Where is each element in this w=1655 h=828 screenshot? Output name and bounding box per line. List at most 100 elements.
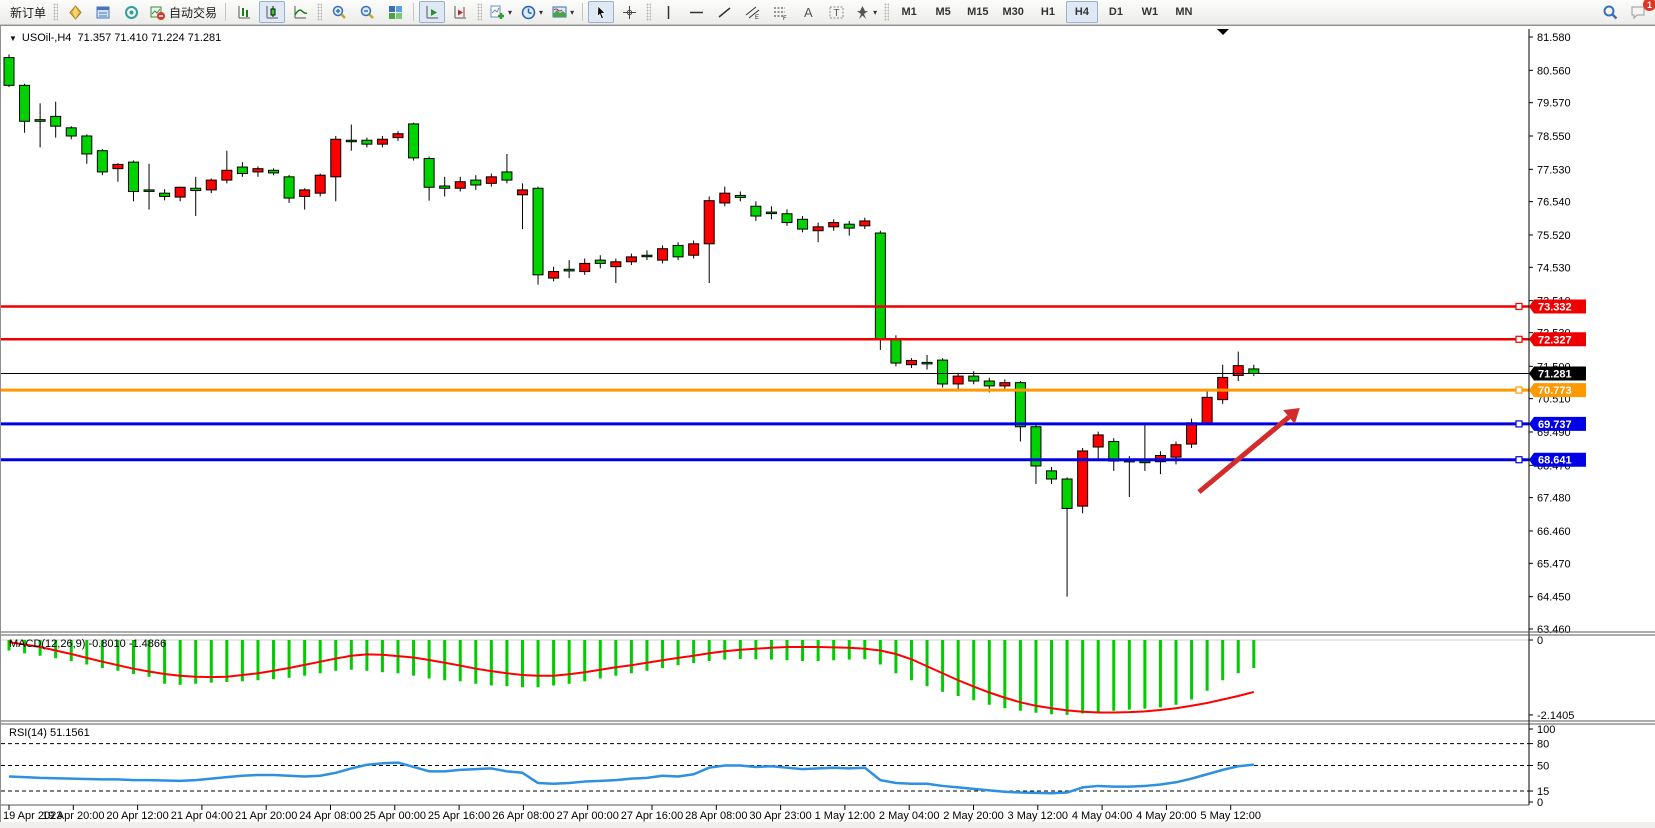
price-tick-label: 65.470 [1537, 558, 1571, 570]
toolbar-grip [53, 3, 59, 21]
line-handle[interactable] [1515, 302, 1523, 311]
arrows-button[interactable]: ▾ [851, 1, 880, 23]
candle-body [314, 174, 326, 194]
timeframe-m1-button[interactable]: M1 [901, 6, 917, 18]
horizontal-level-line-68.641[interactable] [1, 456, 1529, 464]
candle-body [843, 223, 855, 229]
new-order-button[interactable]: 新订单 [4, 1, 49, 23]
candle-body [594, 259, 606, 264]
candle-body [299, 189, 311, 197]
dropdown-caret-icon[interactable]: ▾ [570, 7, 575, 17]
candle-body [610, 261, 622, 268]
auto-scroll-button[interactable] [419, 1, 446, 23]
toolbar-grip [884, 3, 890, 21]
tile-windows-icon [387, 4, 404, 21]
macd-axis-label: -2.1405 [1537, 710, 1574, 722]
time-tick-label: 28 Apr 08:00 [685, 810, 747, 822]
chart-shift-marker[interactable] [1217, 29, 1229, 35]
dropdown-caret-icon[interactable]: ▾ [873, 7, 878, 17]
line-handle[interactable] [1515, 335, 1523, 343]
svg-text:73.332: 73.332 [1538, 301, 1572, 313]
time-tick-label: 19 Apr 20:00 [42, 810, 104, 822]
candle-body [423, 158, 435, 188]
candle-body [1061, 478, 1073, 509]
zoom-in-button[interactable] [326, 1, 352, 23]
line-handle[interactable] [1515, 456, 1523, 464]
candle-body [750, 205, 762, 217]
templates-button[interactable]: ▾ [548, 1, 577, 23]
candle-body [65, 127, 77, 137]
symbol-dropdown-icon[interactable]: ▼ [9, 33, 17, 43]
auto-trading-button[interactable]: 自动交易 [146, 1, 220, 23]
timeframe-d1-button[interactable]: D1 [1108, 6, 1123, 18]
line-chart-button[interactable] [287, 1, 313, 23]
vertical-line-button[interactable] [655, 1, 681, 23]
dropdown-caret-icon[interactable]: ▾ [508, 7, 513, 17]
rsi-axis-label: 0 [1537, 797, 1543, 809]
line-handle[interactable] [1515, 420, 1523, 428]
text-button[interactable]: A [795, 1, 821, 23]
rsi-indicator-label: RSI(14) 51.1561 [9, 727, 90, 739]
cursor-button[interactable] [588, 1, 615, 23]
horizontal-line-button[interactable] [683, 1, 709, 23]
toolbar-grip [317, 3, 323, 21]
candle-body [812, 226, 824, 232]
notifications-button[interactable]: 1 [1625, 0, 1655, 23]
candle-body [330, 138, 342, 178]
candle-body [1046, 470, 1058, 480]
timeframe-w1-button[interactable]: W1 [1141, 6, 1159, 18]
horizontal-level-line-72.327[interactable] [1, 335, 1529, 343]
svg-text:72.327: 72.327 [1538, 334, 1572, 346]
candle-body [765, 211, 777, 215]
signals-button[interactable] [118, 1, 144, 23]
zoom-out-button[interactable] [354, 1, 380, 23]
timeframe-m5-button[interactable]: M5 [935, 6, 951, 18]
chart-shift-button[interactable] [447, 1, 473, 23]
new-chart-button[interactable]: ▾ [486, 1, 515, 23]
timeframe-m15-button[interactable]: M15 [967, 6, 989, 18]
candle-body [345, 139, 357, 143]
crosshair-button[interactable] [616, 1, 642, 23]
search-button[interactable] [1597, 1, 1623, 23]
symbols-button[interactable] [62, 1, 88, 23]
candle-body [719, 192, 731, 204]
cursor-icon [593, 4, 610, 21]
zoom-in-icon [331, 4, 348, 21]
timeframe-m30-button[interactable]: M30 [1002, 6, 1024, 18]
new-order-button-label: 新订单 [10, 5, 47, 20]
candle-body [221, 169, 233, 181]
text-label-button[interactable]: T [823, 1, 849, 23]
timeframe-h4-button[interactable]: H4 [1065, 1, 1098, 23]
candlestick-chart-button[interactable] [259, 1, 286, 23]
price-axis[interactable]: 81.580 80.560 79.570 78.550 77.530 76.540 75.5… [1528, 29, 1571, 805]
tile-windows-button[interactable] [382, 1, 408, 23]
horizontal-level-line-69.737[interactable] [1, 420, 1529, 428]
candle-body [890, 338, 902, 364]
time-tick-label: 26 Apr 08:00 [492, 810, 554, 822]
chart-window: 81.580 80.560 79.570 78.550 77.530 76.540 75.5… [0, 25, 1655, 822]
candle-body [408, 123, 420, 159]
auto-trading-icon [149, 4, 166, 21]
price-tick-label: 63.460 [1537, 624, 1571, 636]
channel-button[interactable]: E [739, 1, 765, 23]
candle-body [688, 243, 700, 256]
fibonacci-button[interactable]: F [767, 1, 793, 23]
horizontal-level-line-70.773[interactable] [1, 386, 1529, 394]
trendline-button[interactable] [711, 1, 737, 23]
horizontal-level-line-73.332[interactable] [1, 302, 1529, 311]
candle-body [1201, 396, 1213, 424]
trend-arrow-annotation[interactable] [1197, 408, 1300, 494]
bar-chart-button[interactable] [231, 1, 257, 23]
dropdown-caret-icon[interactable]: ▾ [539, 7, 544, 17]
periods-button[interactable]: ▾ [517, 1, 546, 23]
time-tick-label: 27 Apr 16:00 [621, 810, 683, 822]
candle-body [96, 150, 108, 173]
candle-body [905, 359, 917, 366]
line-handle[interactable] [1515, 386, 1523, 394]
gold-gem-icon [67, 4, 84, 21]
timeframe-mn-button[interactable]: MN [1175, 6, 1193, 18]
candle-body [470, 179, 482, 186]
timeframe-h1-button[interactable]: H1 [1040, 6, 1055, 18]
market-watch-button[interactable] [90, 1, 116, 23]
